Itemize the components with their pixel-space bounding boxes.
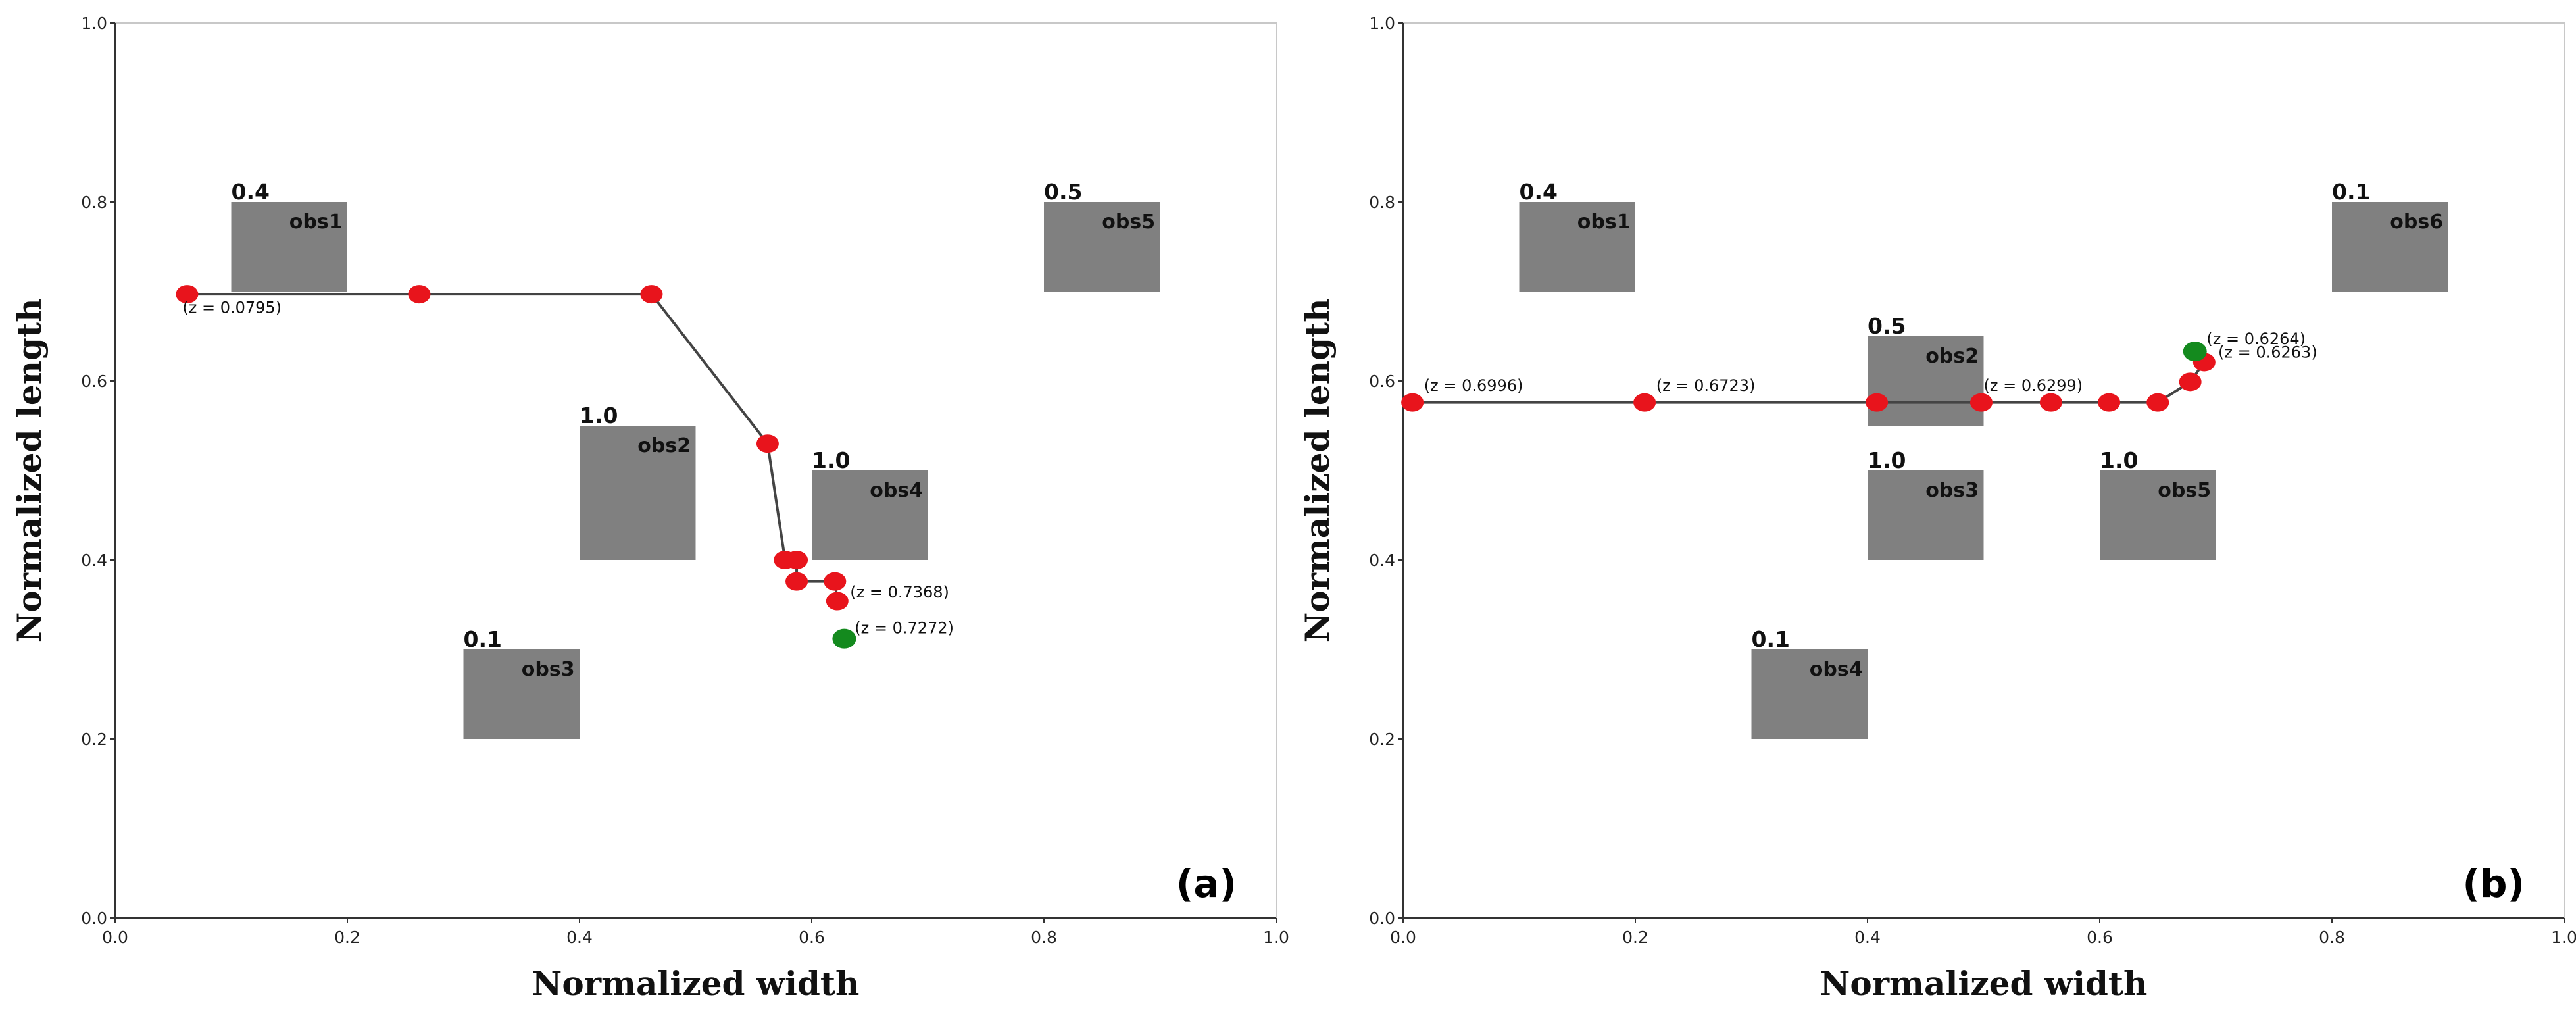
obstacle-obs3 (1868, 470, 1984, 560)
waypoint (176, 285, 199, 304)
z-annotation: (z = 0.6264) (2206, 330, 2306, 348)
z-annotation: (z = 0.6299) (1984, 376, 2083, 395)
obstacle-obs5 (2100, 470, 2216, 560)
x-tick-label: 0.8 (2319, 928, 2345, 947)
obstacle-label: obs3 (522, 658, 575, 681)
obstacle-label: obs5 (2158, 479, 2211, 502)
panel-a: 0.0 0.2 0.4 0.6 0.8 1.0 0.0 0.2 0.4 0.6 0.8 1.0 Norm… (10, 14, 1289, 1003)
panel-label: (a) (1176, 861, 1237, 906)
obstacle-label: obs1 (289, 211, 343, 234)
x-tick-label: 0.6 (799, 928, 825, 947)
x-tick-label: 0.6 (2087, 928, 2113, 947)
obstacle-label: obs4 (1810, 658, 1863, 681)
obstacle-value: 0.5 (1044, 179, 1082, 205)
obstacle-obs5 (1044, 202, 1160, 292)
obstacle-obs4 (1751, 649, 1868, 739)
y-axis-label: Normalized length (10, 299, 49, 643)
x-tick-label: 1.0 (2551, 928, 2576, 947)
waypoint (756, 434, 779, 453)
y-tick-label: 1.0 (1369, 14, 1395, 33)
x-tick-label: 0.0 (102, 928, 128, 947)
x-tick-label: 0.8 (1031, 928, 1057, 947)
waypoint (2039, 393, 2062, 412)
z-annotation: (z = 0.6996) (1424, 376, 1523, 395)
obstacle-value: 1.0 (812, 447, 850, 473)
obstacle-obs2 (580, 426, 696, 560)
obstacle-value: 0.5 (1868, 313, 1906, 339)
z-annotation: (z = 0.6723) (1656, 376, 1756, 395)
obstacle-value: 0.4 (232, 179, 270, 205)
panel-label: (b) (2462, 861, 2525, 906)
y-tick-label: 0.4 (1369, 551, 1395, 570)
obstacle-value: 0.1 (464, 626, 502, 652)
waypoint (2179, 372, 2202, 392)
y-tick-label: 0.6 (81, 372, 107, 391)
waypoint (408, 285, 431, 304)
y-tick-label: 0.2 (81, 730, 107, 749)
y-tick-label: 0.4 (81, 551, 107, 570)
waypoint (824, 572, 847, 591)
waypoint (785, 572, 808, 591)
y-axis-label: Normalized length (1298, 299, 1337, 643)
obstacle-obs3 (463, 649, 580, 739)
path-line (187, 293, 839, 601)
goal-point (832, 628, 856, 649)
obstacle-label: obs2 (637, 434, 691, 457)
obstacle-label: obs4 (870, 479, 923, 502)
obstacle-label: obs5 (1102, 211, 1155, 234)
z-annotation: (z = 0.6263) (2218, 343, 2317, 362)
y-tick-label: 0.8 (1369, 193, 1395, 212)
x-tick-label: 0.2 (334, 928, 360, 947)
obstacle-value: 0.4 (1520, 179, 1558, 205)
obstacle-value: 0.1 (1752, 626, 1790, 652)
obstacle-label: obs1 (1577, 211, 1631, 234)
obstacle-obs1 (1519, 202, 1635, 292)
x-tick-label: 0.0 (1390, 928, 1416, 947)
obstacle-value: 0.1 (2332, 179, 2370, 205)
x-tick-label: 0.2 (1622, 928, 1648, 947)
obstacle-label: obs2 (1925, 345, 1979, 368)
z-annotation: (z = 0.0795) (182, 299, 282, 317)
goal-point (2183, 342, 2207, 362)
obstacle-value: 1.0 (2100, 447, 2138, 473)
y-tick-label: 0.0 (1369, 909, 1395, 928)
chart-b: 0.0 0.2 0.4 0.6 0.8 1.0 0.0 0.2 0.4 0.6 0.8 1.0 Norm… (1298, 14, 2576, 1003)
obstacle-label: obs3 (1925, 479, 1979, 502)
waypoint (1401, 393, 1424, 412)
path-line (1412, 361, 2206, 404)
waypoint (826, 592, 849, 611)
y-tick-label: 0.8 (81, 193, 107, 212)
obstacle-obs6 (2332, 202, 2448, 292)
obstacle-value: 1.0 (1868, 447, 1906, 473)
y-tick-label: 1.0 (81, 14, 107, 33)
y-tick-label: 0.2 (1369, 730, 1395, 749)
y-tick-label: 0.0 (81, 909, 107, 928)
obstacle-obs4 (812, 470, 928, 560)
waypoint (640, 285, 663, 304)
x-tick-label: 0.4 (1854, 928, 1881, 947)
x-axis-label: Normalized width (1820, 964, 2148, 1003)
waypoint (2146, 393, 2169, 412)
obstacle-value: 1.0 (580, 403, 618, 428)
z-annotation: (z = 0.7272) (855, 619, 954, 638)
x-tick-label: 1.0 (1263, 928, 1289, 947)
obstacle-obs2 (1868, 336, 1984, 426)
waypoint (2098, 393, 2121, 412)
obstacle-obs1 (231, 202, 347, 292)
waypoint (1633, 393, 1656, 412)
obstacle-label: obs6 (2390, 211, 2443, 234)
waypoint (1866, 393, 1889, 412)
waypoint (1969, 393, 1993, 412)
z-annotation: (z = 0.7368) (850, 583, 949, 601)
x-tick-label: 0.4 (566, 928, 593, 947)
chart-a: 0.0 0.2 0.4 0.6 0.8 1.0 0.0 0.2 0.4 0.6 0.8 1.0 Norm… (10, 14, 1289, 1003)
x-axis-label: Normalized width (532, 964, 860, 1003)
panel-b: 0.0 0.2 0.4 0.6 0.8 1.0 0.0 0.2 0.4 0.6 0.8 1.0 Norm… (1288, 0, 2576, 1014)
waypoint (785, 551, 808, 569)
y-tick-label: 0.6 (1369, 372, 1395, 391)
